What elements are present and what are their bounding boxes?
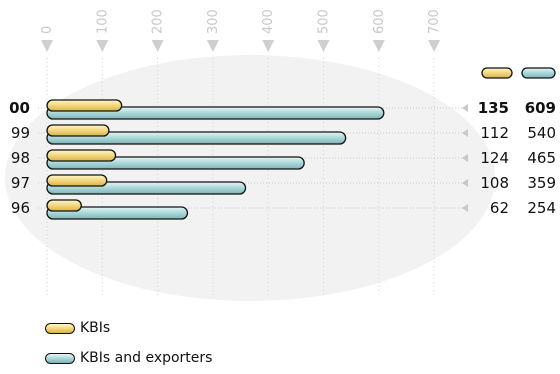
bar-kbis-98 (46, 149, 117, 162)
bar-kbis-97 (46, 174, 108, 187)
value-pointer-99 (462, 129, 468, 137)
category-label-96: 96 (11, 199, 30, 217)
tick-marker-600 (372, 40, 385, 52)
category-label-98: 98 (11, 149, 30, 167)
value-label-kbis-00: 135 (478, 99, 509, 117)
value-pointer-96 (462, 204, 468, 212)
legend-label-kbis-and-exporters: KBIs and exporters (80, 350, 213, 366)
value-labels: 135 609 112 540 124 465 108 359 62 254 (462, 99, 556, 217)
value-label-kbis-98: 124 (480, 149, 509, 167)
tick-label-500: 500 (317, 9, 332, 34)
legend-item-kbis: KBIs (45, 320, 110, 336)
bar-kbis-and-exporters-00 (46, 106, 385, 120)
tick-label-400: 400 (261, 9, 276, 34)
bar-kbis-and-exporters-96 (46, 206, 189, 220)
value-label-kbis-99: 112 (480, 124, 509, 142)
bars (46, 99, 385, 220)
value-label-kbis-97: 108 (480, 174, 509, 192)
key-swatch-kbis-and-exporters (521, 67, 556, 79)
value-pointer-97 (462, 179, 468, 187)
legend-label-kbis: KBIs (80, 320, 111, 336)
category-labels: 00 99 98 97 96 (9, 99, 30, 217)
tick-label-700: 700 (427, 9, 442, 34)
tick-label-600: 600 (372, 9, 387, 34)
tick-marker-700 (428, 40, 441, 52)
legend-swatch-kbis (45, 322, 75, 334)
value-label-kbis-and-exporters-99: 540 (527, 124, 556, 142)
tick-label-100: 100 (95, 9, 110, 34)
value-label-kbis-and-exporters-98: 465 (527, 149, 556, 167)
x-axis-ticks: 0 100 200 300 400 500 600 700 (40, 9, 442, 52)
category-label-97: 97 (11, 174, 30, 192)
tick-marker-400 (262, 40, 275, 52)
bar-kbis-and-exporters-99 (46, 131, 347, 145)
tick-label-300: 300 (206, 9, 221, 34)
value-pointer-00 (462, 104, 468, 112)
tick-label-0: 0 (40, 26, 55, 34)
tick-marker-200 (151, 40, 164, 52)
series-key (481, 67, 556, 79)
key-swatch-kbis (481, 67, 513, 79)
tick-marker-100 (96, 40, 109, 52)
value-label-kbis-and-exporters-97: 359 (527, 174, 556, 192)
tick-marker-0 (41, 40, 53, 52)
bar-kbis-96 (46, 199, 82, 212)
value-label-kbis-and-exporters-96: 254 (527, 199, 556, 217)
value-label-kbis-96: 62 (490, 199, 509, 217)
tick-label-200: 200 (151, 9, 166, 34)
legend-swatch-kbis-and-exporters (45, 352, 75, 364)
tick-marker-500 (317, 40, 330, 52)
category-label-99: 99 (11, 124, 30, 142)
bar-kbis-00 (46, 99, 123, 112)
value-pointer-98 (462, 154, 468, 162)
category-label-00: 00 (9, 99, 30, 117)
bar-kbis-99 (46, 124, 110, 137)
tick-marker-300 (206, 40, 219, 52)
value-label-kbis-and-exporters-00: 609 (525, 99, 556, 117)
legend-item-kbis-and-exporters: KBIs and exporters (45, 350, 212, 366)
